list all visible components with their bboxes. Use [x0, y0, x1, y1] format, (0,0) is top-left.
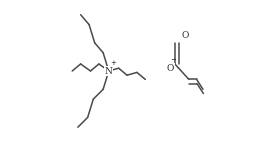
- Text: O: O: [167, 64, 174, 73]
- Text: N: N: [105, 66, 113, 76]
- Text: +: +: [110, 60, 116, 66]
- Text: O: O: [181, 31, 188, 40]
- Text: −: −: [170, 58, 176, 63]
